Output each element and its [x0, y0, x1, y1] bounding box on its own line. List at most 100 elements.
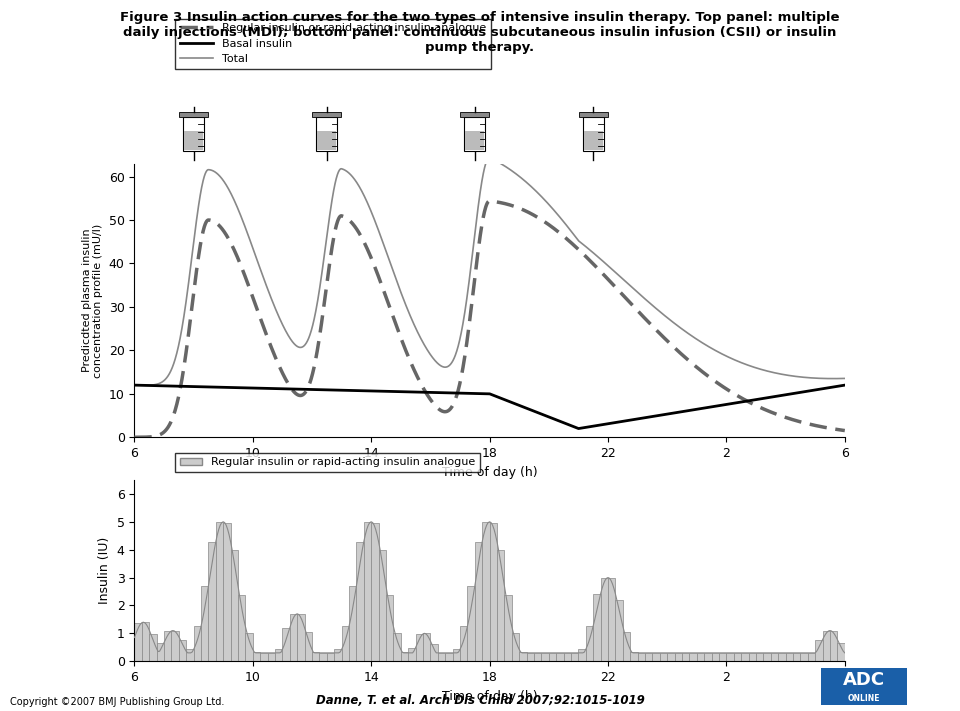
Bar	[304, 633, 312, 661]
Bar	[186, 649, 194, 661]
Bar	[179, 640, 186, 661]
Bar	[394, 633, 400, 661]
Bar	[134, 623, 142, 661]
Bar	[334, 649, 342, 661]
Bar	[793, 653, 801, 661]
Bar	[238, 595, 246, 661]
Bar	[490, 523, 497, 661]
Y-axis label: Insulin (IU): Insulin (IU)	[98, 537, 111, 604]
Bar	[733, 653, 741, 661]
Bar	[372, 523, 378, 661]
Bar	[416, 634, 423, 661]
Bar	[149, 634, 156, 661]
Bar	[342, 626, 349, 661]
Bar	[326, 653, 334, 661]
Bar	[356, 542, 364, 661]
Bar	[756, 653, 763, 661]
Bar	[667, 653, 675, 661]
Bar	[593, 594, 601, 661]
Bar	[586, 626, 593, 661]
Bar	[601, 577, 608, 661]
Bar	[223, 523, 230, 661]
Bar	[801, 653, 807, 661]
Bar	[172, 631, 179, 661]
Bar	[682, 653, 689, 661]
Bar	[216, 522, 223, 661]
Bar	[320, 653, 326, 661]
Bar	[400, 652, 408, 661]
Bar	[364, 522, 372, 661]
Bar	[275, 649, 282, 661]
Bar	[534, 653, 541, 661]
Text: Copyright ©2007 BMJ Publishing Group Ltd.: Copyright ©2007 BMJ Publishing Group Ltd…	[10, 697, 224, 707]
Bar	[282, 628, 290, 661]
Bar	[312, 653, 320, 661]
Bar	[512, 633, 519, 661]
Bar	[386, 595, 394, 661]
Bar	[208, 542, 216, 661]
Bar	[623, 632, 630, 661]
Bar	[194, 626, 201, 661]
Bar	[653, 653, 660, 661]
Bar	[785, 653, 793, 661]
Text: ADC: ADC	[843, 671, 885, 689]
Bar	[830, 631, 837, 661]
Bar	[541, 653, 549, 661]
Bar	[779, 653, 785, 661]
Bar	[675, 653, 682, 661]
Bar	[460, 626, 468, 661]
Bar	[527, 653, 534, 661]
Bar	[290, 614, 298, 661]
Bar	[519, 652, 527, 661]
Bar	[475, 542, 482, 661]
Bar	[430, 644, 438, 661]
Bar	[268, 653, 275, 661]
Bar	[711, 653, 719, 661]
Bar	[578, 649, 586, 661]
Bar	[438, 653, 445, 661]
Bar	[815, 640, 823, 661]
Bar	[246, 633, 252, 661]
Bar	[378, 550, 386, 661]
Bar	[630, 652, 637, 661]
Bar	[252, 652, 260, 661]
Bar	[504, 595, 512, 661]
Bar	[689, 653, 697, 661]
Bar	[837, 643, 845, 661]
Bar	[615, 600, 623, 661]
Bar	[468, 586, 475, 661]
Bar	[260, 653, 268, 661]
Text: ONLINE: ONLINE	[848, 694, 880, 703]
Bar	[497, 550, 504, 661]
Bar	[608, 578, 615, 661]
Bar	[637, 653, 645, 661]
Bar	[142, 622, 149, 661]
Bar	[719, 653, 727, 661]
Bar	[423, 634, 430, 661]
Bar	[452, 649, 460, 661]
Legend: Regular insulin or rapid-acting insulin analogue: Regular insulin or rapid-acting insulin …	[176, 453, 480, 471]
Bar	[445, 653, 452, 661]
Bar	[298, 614, 304, 661]
Bar	[156, 643, 164, 661]
Bar	[408, 648, 416, 661]
Bar	[482, 522, 490, 661]
X-axis label: Time of day (h): Time of day (h)	[442, 690, 538, 702]
Bar	[556, 653, 564, 661]
Y-axis label: Predicdted plasma insulin
concentration profile (mU/l): Predicdted plasma insulin concentration …	[82, 223, 103, 378]
Bar	[564, 653, 571, 661]
X-axis label: Time of day (h): Time of day (h)	[442, 466, 538, 479]
Bar	[349, 586, 356, 661]
Bar	[164, 631, 172, 661]
Text: Danne, T. et al. Arch Dis Child 2007;92:1015-1019: Danne, T. et al. Arch Dis Child 2007;92:…	[316, 695, 644, 707]
Bar	[749, 653, 756, 661]
Bar	[741, 653, 749, 661]
Bar	[727, 653, 733, 661]
Legend: Regular insulin or rapid-acting insulin analogue, Basal insulin, Total: Regular insulin or rapid-acting insulin …	[176, 18, 491, 68]
Bar	[571, 653, 578, 661]
Bar	[807, 653, 815, 661]
Bar	[771, 653, 779, 661]
Bar	[549, 653, 556, 661]
Bar	[823, 631, 830, 661]
Bar	[230, 550, 238, 661]
